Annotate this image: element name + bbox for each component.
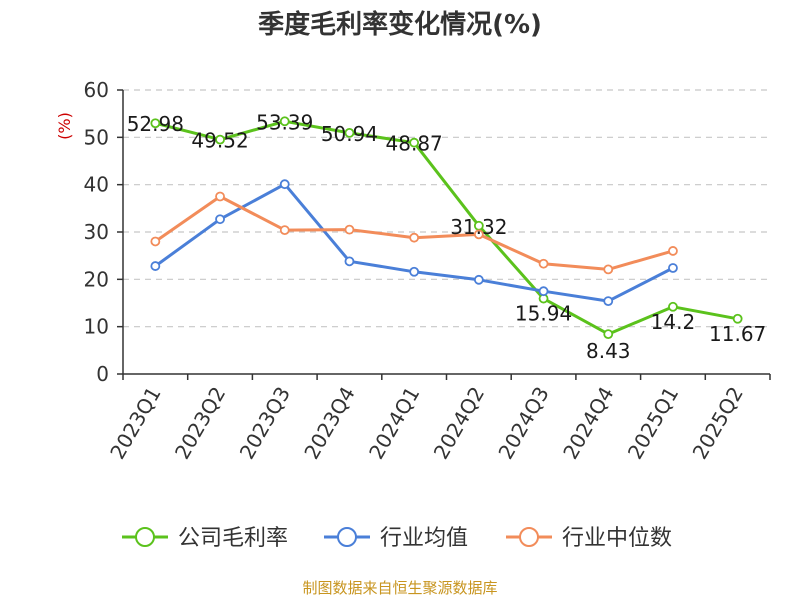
data-point [150, 236, 161, 247]
x-tick-label: 2023Q4 [299, 383, 359, 464]
data-point [344, 256, 355, 267]
data-point [473, 229, 484, 240]
data-label: 14.2 [651, 310, 696, 334]
data-point [150, 118, 161, 129]
data-label: 48.87 [386, 132, 443, 156]
data-label: 31.32 [450, 215, 507, 239]
data-point [215, 134, 225, 145]
data-label: 50.94 [321, 122, 378, 146]
data-point [538, 286, 549, 297]
data-point [603, 264, 614, 275]
y-tick-label: 10 [84, 315, 109, 339]
data-point [150, 261, 161, 271]
series-layer [150, 116, 743, 339]
x-tick-label: 2025Q2 [688, 383, 748, 464]
data-point [538, 258, 549, 269]
y-tick-label: 50 [84, 125, 109, 149]
legend-marker [519, 527, 539, 547]
data-point [603, 329, 614, 339]
data-point [668, 301, 678, 312]
legend-marker [337, 527, 357, 547]
data-label: 52.98 [127, 112, 184, 136]
y-tick-label: 20 [84, 267, 109, 291]
data-point [279, 179, 290, 190]
legend: 公司毛利率 行业均值 行业中位数 [122, 526, 672, 551]
data-point [668, 263, 678, 273]
data-point [473, 274, 484, 285]
data-point [215, 191, 225, 202]
data-point [344, 224, 355, 235]
data-label: 49.52 [191, 129, 248, 153]
x-tick-label: 2024Q3 [493, 383, 553, 464]
grid-layer [123, 89, 770, 328]
x-tick-label: 2025Q1 [623, 383, 683, 464]
data-point [279, 225, 290, 236]
series-line [154, 119, 738, 336]
data-point [215, 214, 225, 225]
data-label: 11.67 [709, 322, 766, 346]
x-tick-label: 2023Q1 [105, 383, 165, 464]
data-point [409, 137, 420, 148]
y-tick-label: 60 [84, 78, 109, 102]
y-tick-label: 40 [84, 173, 109, 197]
x-tick-label: 2024Q1 [364, 383, 424, 464]
data-point [279, 116, 290, 127]
data-label: 8.43 [586, 339, 631, 363]
data-point [409, 232, 420, 243]
x-tick-label: 2023Q3 [235, 383, 295, 464]
data-point [732, 313, 743, 324]
x-tick-label: 2024Q2 [429, 382, 489, 463]
data-label: 53.39 [256, 110, 313, 134]
y-tick-label: 0 [96, 362, 109, 386]
y-axis-unit-label: (%) [55, 112, 74, 140]
data-point [668, 246, 678, 256]
x-tick-label: 2024Q4 [558, 383, 618, 464]
data-point [603, 296, 614, 307]
source-note: 制图数据来自恒生聚源数据库 [302, 579, 498, 597]
data-label: 15.94 [515, 302, 572, 326]
legend-label: 公司毛利率 [178, 526, 288, 551]
chart-title: 季度毛利率变化情况(%) [258, 10, 542, 40]
x-tick-label: 2023Q2 [170, 383, 230, 464]
y-tick-label: 30 [84, 220, 109, 244]
data-point [344, 127, 355, 138]
label-layer: 52.98 49.52 53.39 50.94 48.87 31.32 15.94 8.43 1… [127, 110, 767, 363]
data-point [409, 266, 420, 277]
legend-marker [135, 527, 155, 547]
legend-label: 行业中位数 [562, 526, 672, 551]
legend-label: 行业均值 [380, 526, 468, 551]
